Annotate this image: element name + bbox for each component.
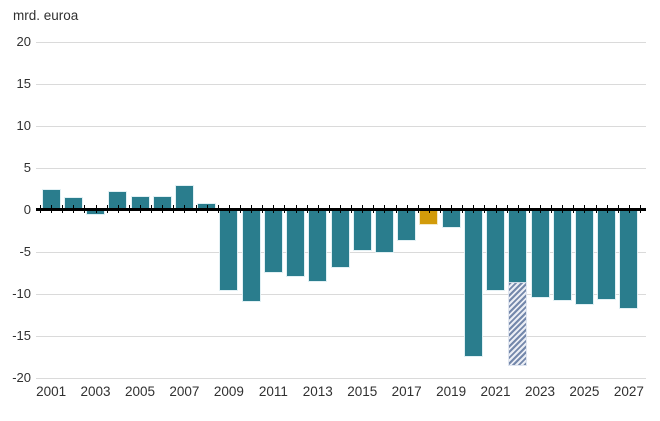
y-axis-label: 5 (23, 160, 31, 175)
x-axis-label: 2011 (258, 384, 288, 399)
bar-2011 (264, 210, 282, 273)
bar-2027 (620, 210, 638, 309)
bar-2025 (575, 210, 593, 305)
x-axis-label: 2013 (302, 384, 333, 399)
bar-2012 (287, 210, 305, 277)
x-axis-label: 2017 (391, 384, 422, 399)
gridline (36, 84, 646, 85)
gridline (36, 294, 646, 295)
bar-2010 (242, 210, 260, 301)
y-axis-label: -15 (12, 328, 31, 343)
x-axis-label: 2023 (524, 384, 556, 399)
y-axis-label: 15 (16, 76, 31, 91)
bar-2007 (175, 185, 193, 210)
bar-2009 (220, 210, 238, 290)
bar-2023 (531, 210, 549, 298)
gridline (36, 168, 646, 169)
x-axis-label: 2015 (347, 384, 378, 399)
y-axis-label: 20 (16, 34, 31, 49)
bar-2015 (353, 210, 371, 251)
x-axis-label: 2001 (36, 384, 67, 399)
gridline (36, 126, 646, 127)
y-axis-label: 10 (16, 118, 31, 133)
bar-2017 (398, 210, 416, 241)
x-axis-label: 2005 (124, 384, 156, 399)
bar-2022 (509, 210, 527, 284)
bar-2001 (42, 189, 60, 210)
x-axis-label: 2027 (613, 384, 644, 399)
zero-line (36, 208, 646, 211)
bar-2018 (420, 210, 438, 225)
bar-2004 (109, 192, 127, 210)
x-axis-label: 2025 (569, 384, 600, 399)
bar-2024 (553, 210, 571, 300)
bar-2022 (509, 283, 527, 366)
bar-2014 (331, 210, 349, 268)
bar-2019 (442, 210, 460, 227)
x-axis-label: 2007 (169, 384, 200, 399)
y-axis-unit-label: mrd. euroa (13, 8, 79, 23)
bar-2005 (131, 197, 149, 210)
bar-2006 (153, 196, 171, 210)
x-axis-label: 2009 (213, 384, 244, 399)
bar-2021 (487, 210, 505, 290)
bar-2002 (64, 198, 82, 210)
bar-2026 (598, 210, 616, 300)
bar-2016 (375, 210, 393, 252)
gridline (36, 42, 646, 43)
gridline (36, 336, 646, 337)
y-axis-label: -20 (12, 370, 31, 385)
x-axis-label: 2003 (80, 384, 111, 399)
bar-2013 (309, 210, 327, 282)
x-axis-label: 2021 (480, 384, 511, 399)
bar-2020 (464, 210, 482, 357)
gridline (36, 378, 646, 379)
x-axis-label: 2019 (436, 384, 467, 399)
y-axis-label: -10 (12, 286, 31, 301)
y-axis-label: 0 (23, 202, 31, 217)
y-axis-label: -5 (19, 244, 31, 259)
